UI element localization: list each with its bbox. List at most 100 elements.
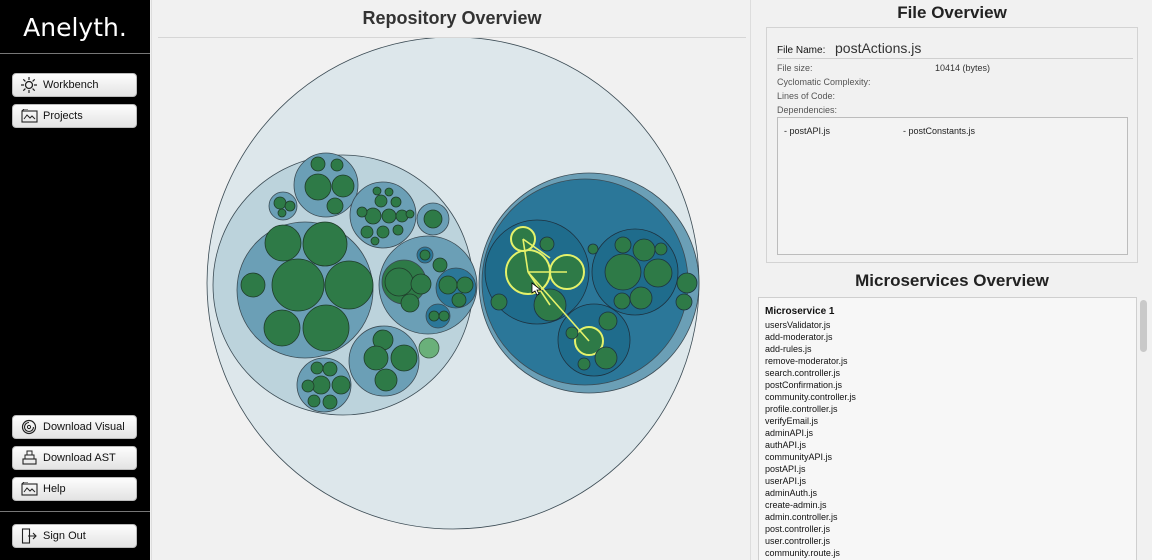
microservice-file-item[interactable]: postConfirmation.js [765, 380, 843, 390]
file-node[interactable] [419, 249, 431, 261]
microservice-file-item[interactable]: remove-moderator.js [765, 356, 848, 366]
scrollbar[interactable] [1140, 300, 1147, 352]
projects-button[interactable]: Projects [12, 104, 137, 128]
file-node[interactable] [613, 292, 631, 310]
microservice-file-item[interactable]: admin.controller.js [765, 512, 838, 522]
file-node[interactable] [330, 158, 344, 172]
sign-out-icon [20, 528, 38, 544]
microservice-file-item[interactable]: authAPI.js [765, 440, 807, 450]
file-node[interactable] [277, 208, 287, 218]
file-node[interactable] [629, 286, 653, 310]
microservice-file-item[interactable]: verifyEmail.js [765, 416, 819, 426]
file-node[interactable] [643, 258, 673, 288]
file-node[interactable] [372, 186, 382, 196]
microservice-file-item[interactable]: usersValidator.js [765, 320, 831, 330]
file-node[interactable] [418, 337, 440, 359]
file-node[interactable] [356, 206, 368, 218]
file-node[interactable] [400, 293, 420, 313]
microservice-file-item[interactable]: adminAuth.js [765, 488, 818, 498]
file-node[interactable] [363, 345, 389, 371]
microservices-list[interactable]: Microservice 1 usersValidator.js add-mode… [758, 297, 1137, 560]
file-node[interactable] [322, 361, 338, 377]
help-button[interactable]: Help [12, 477, 137, 501]
file-node[interactable] [331, 375, 351, 395]
file-node[interactable] [376, 225, 390, 239]
file-node[interactable] [432, 257, 448, 273]
file-node[interactable] [384, 187, 394, 197]
microservice-file-item[interactable]: communityAPI.js [765, 452, 833, 462]
file-node[interactable] [264, 224, 302, 262]
file-node[interactable] [598, 311, 618, 331]
file-node[interactable] [301, 379, 315, 393]
microservice-file-item[interactable]: community.controller.js [765, 392, 856, 402]
file-node[interactable] [539, 236, 555, 252]
file-node[interactable] [654, 242, 668, 256]
file-node[interactable] [675, 293, 693, 311]
download-ast-button[interactable]: Download AST [12, 446, 137, 470]
repository-title: Repository Overview [362, 8, 542, 28]
microservice-file-item[interactable]: post.controller.js [765, 524, 831, 534]
file-node[interactable] [273, 196, 287, 210]
microservice-file-item[interactable]: add-rules.js [765, 344, 812, 354]
file-node[interactable] [370, 236, 380, 246]
file-node[interactable] [390, 196, 402, 208]
file-node[interactable] [304, 173, 332, 201]
file-node[interactable] [438, 275, 458, 295]
microservice-file-item[interactable]: profile.controller.js [765, 404, 838, 414]
file-node[interactable] [565, 326, 579, 340]
file-node[interactable] [310, 361, 324, 375]
file-node[interactable] [326, 197, 344, 215]
file-node[interactable] [676, 272, 698, 294]
file-node[interactable] [360, 225, 374, 239]
file-node[interactable] [331, 174, 355, 198]
microservice-file-item[interactable]: search.controller.js [765, 368, 841, 378]
file-node[interactable] [594, 346, 618, 370]
file-node[interactable] [381, 208, 397, 224]
file-node[interactable] [311, 375, 331, 395]
file-node[interactable] [451, 292, 467, 308]
download-visual-button[interactable]: Download Visual [12, 415, 137, 439]
file-node[interactable] [322, 394, 338, 410]
file-node[interactable] [405, 209, 415, 219]
file-node[interactable] [423, 209, 443, 229]
file-node[interactable] [302, 304, 350, 352]
file-node[interactable] [364, 207, 382, 225]
file-node[interactable] [310, 156, 326, 172]
file-node[interactable] [284, 200, 296, 212]
microservice-file-item[interactable]: add-moderator.js [765, 332, 833, 342]
file-node[interactable] [374, 368, 398, 392]
file-node[interactable] [390, 344, 418, 372]
file-node[interactable] [604, 253, 642, 291]
microservice-file-item[interactable]: userAPI.js [765, 476, 807, 486]
microservice-file-item[interactable]: postAPI.js [765, 464, 806, 474]
file-node[interactable] [307, 394, 321, 408]
file-node[interactable] [384, 267, 414, 297]
file-node[interactable] [632, 238, 656, 262]
divider [0, 511, 150, 512]
file-node[interactable] [410, 273, 432, 295]
sign-out-button[interactable]: Sign Out [12, 524, 137, 548]
file-node[interactable] [324, 260, 374, 310]
file-node[interactable] [456, 276, 474, 294]
file-node[interactable] [614, 236, 632, 254]
file-node[interactable] [577, 357, 591, 371]
app-logo: Anelyth. [23, 13, 127, 42]
file-node[interactable] [240, 272, 266, 298]
workbench-button[interactable]: Workbench [12, 73, 137, 97]
microservice-file-item[interactable]: user.controller.js [765, 536, 831, 546]
microservice-file-item[interactable]: adminAPI.js [765, 428, 814, 438]
microservice-file-item[interactable]: create-admin.js [765, 500, 827, 510]
file-node[interactable] [587, 243, 599, 255]
file-node[interactable] [438, 310, 450, 322]
file-node[interactable] [392, 224, 404, 236]
file-node[interactable] [428, 310, 440, 322]
file-node[interactable] [263, 309, 301, 347]
file-node[interactable] [490, 293, 508, 311]
file-node[interactable] [302, 221, 348, 267]
projects-label: Projects [43, 110, 83, 122]
file-node[interactable] [271, 258, 325, 312]
help-label: Help [43, 483, 66, 495]
circle-packing-visual[interactable] [152, 38, 750, 560]
microservice-file-item[interactable]: community.route.js [765, 548, 840, 558]
file-node[interactable] [374, 194, 388, 208]
